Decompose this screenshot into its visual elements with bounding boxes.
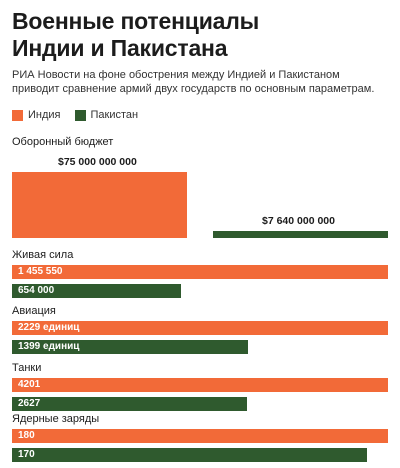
legend-item-pakistan: Пакистан (74, 109, 139, 121)
section-label-manpower: Живая сила (12, 249, 74, 261)
bar-manpower-pakistan (12, 284, 181, 298)
bar-nuclear-india (12, 429, 388, 443)
bar-budget-pakistan (213, 231, 388, 238)
bar-tanks-pakistan (12, 397, 248, 411)
title-line-1: Военные потенциалы (12, 8, 260, 34)
legend-swatch-india (12, 109, 23, 121)
value-label-nuclear-india: 180 (18, 430, 35, 441)
title-line-2: Индии и Пакистана (12, 35, 228, 61)
value-label-budget-pakistan: $7 640 000 000 (262, 215, 335, 228)
section-label-budget: Оборонный бюджет (12, 136, 114, 148)
bar-aviation-pakistan (12, 340, 248, 354)
bar-budget-india (12, 172, 187, 238)
value-label-aviation-pakistan: 1399 единиц (18, 341, 80, 352)
section-label-aviation: Авиация (12, 305, 56, 317)
legend: Индия Пакистан (12, 109, 152, 121)
bar-tanks-india (12, 378, 388, 392)
section-label-nuclear: Ядерные заряды (12, 413, 100, 425)
value-label-manpower-pakistan: 654 000 (18, 285, 55, 296)
legend-label-pakistan: Пакистан (90, 109, 139, 121)
value-label-aviation-india: 2229 единиц (18, 322, 80, 333)
legend-label-india: Индия (28, 109, 61, 121)
legend-swatch-pakistan (74, 109, 86, 121)
legend-item-india: Индия (12, 109, 61, 121)
chart-subtitle: РИА Новости на фоне обострения между Инд… (12, 69, 375, 95)
bar-aviation-india (12, 321, 388, 335)
value-label-nuclear-pakistan: 170 (18, 449, 35, 460)
value-label-tanks-india: 4201 (18, 379, 41, 390)
value-label-tanks-pakistan: 2627 (18, 398, 41, 409)
chart-title: Военные потенциалы Индии и Пакистана (12, 8, 392, 62)
bar-nuclear-pakistan (12, 448, 368, 462)
bar-manpower-india (12, 265, 388, 279)
value-label-manpower-india: 1 455 550 (18, 266, 63, 277)
section-label-tanks: Танки (12, 362, 42, 374)
value-label-budget-india: $75 000 000 000 (58, 156, 137, 168)
